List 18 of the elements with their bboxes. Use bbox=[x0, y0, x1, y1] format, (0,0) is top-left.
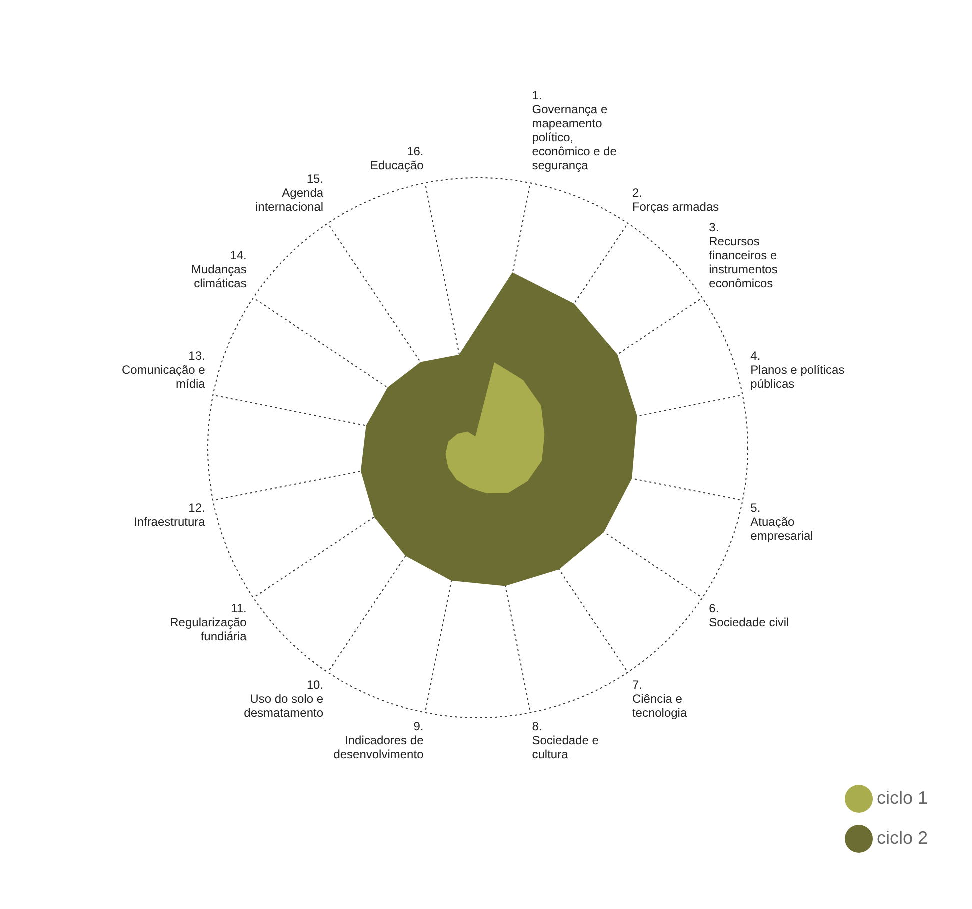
spoke-label: 6. Sociedade civil bbox=[709, 601, 790, 630]
spoke-label: 7. Ciência e tecnologia bbox=[632, 678, 688, 720]
spoke-label: 3. Recursos financeiros e instrumentos econômicos bbox=[709, 220, 778, 291]
spoke-label: 11. Regularização fundiária bbox=[170, 601, 248, 644]
spoke-label: 9. Indicadores de desenvolvimento bbox=[334, 720, 424, 762]
spoke-label: 4. Planos e políticas públicas bbox=[750, 348, 845, 391]
legend-label: ciclo 1 bbox=[876, 788, 928, 808]
spoke-label: 12. Infraestrutura bbox=[134, 501, 206, 530]
spoke-label: 1. Governança e mapeamento político, econômico e de segurança bbox=[532, 88, 618, 172]
spoke-label: 15. Agenda internacional bbox=[256, 172, 324, 214]
legend-label: ciclo 2 bbox=[876, 828, 928, 848]
spoke-label: 5. Atuação empresarial bbox=[750, 501, 814, 544]
spoke-label: 8. Sociedade e cultura bbox=[532, 720, 600, 762]
spoke-label: 13. Comunicação e mídia bbox=[122, 348, 206, 391]
spoke-label: 2. Forças armadas bbox=[632, 186, 720, 214]
spoke-label: 10. Uso do solo e desmatamento bbox=[244, 678, 324, 720]
spoke-label: 16. Educação bbox=[370, 144, 424, 172]
spoke-label: 14. Mudanças climáticas bbox=[191, 248, 247, 291]
